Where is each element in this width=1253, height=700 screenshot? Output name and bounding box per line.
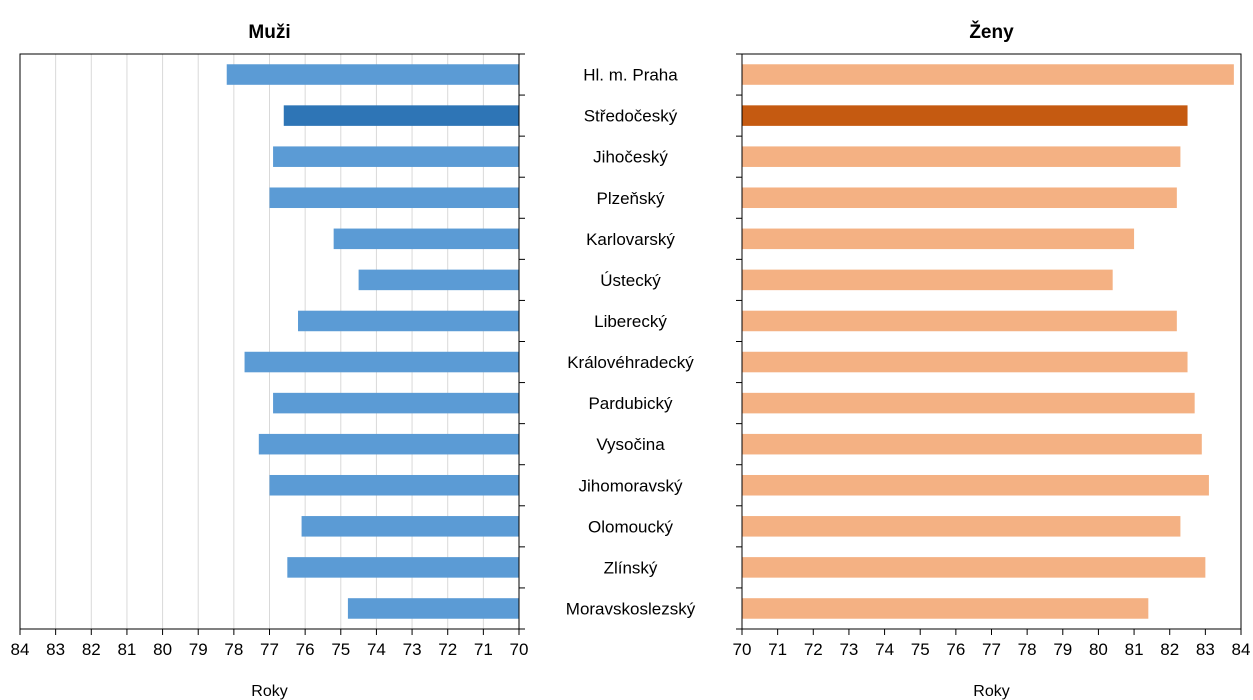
region-label: Zlínský [604,558,658,577]
women-x-tick-label: 71 [768,640,787,659]
men-bar [269,474,519,496]
women-panel: 70 71 72 73 74 75 76 77 78 79 80 81 82 83 84 Ženy Roky [733,21,1251,700]
region-label: Pardubický [588,394,673,413]
women-x-tick-label: 70 [733,640,752,659]
men-x-tick-label: 81 [117,640,136,659]
women-bar [742,105,1188,126]
women-x-tick-label: 75 [911,640,930,659]
men-bar [273,392,519,414]
women-chart-title: Ženy [969,21,1014,43]
men-chart-title: Muži [248,22,290,43]
region-label: Ústecký [600,271,661,290]
men-panel: 70 71 72 73 74 75 76 77 78 79 80 81 82 83 84 Muži Roky [11,22,529,700]
women-bar [742,310,1177,332]
women-x-axis-label: Roky [973,683,1009,700]
women-bar [742,228,1135,250]
men-x-tick-label: 84 [11,640,30,659]
region-label: Královéhradecký [567,353,694,372]
women-bar [742,516,1181,537]
men-x-tick-label: 71 [474,640,493,659]
women-x-tick-label: 83 [1196,640,1215,659]
women-x-tick-label: 77 [982,640,1001,659]
men-bar [273,146,519,167]
region-label: Karlovarský [586,230,675,249]
women-bar [742,269,1113,291]
men-bar [333,228,519,250]
men-x-tick-label: 74 [367,640,386,659]
men-x-tick-label: 75 [331,640,350,659]
men-bar [244,351,520,373]
region-label: Středočeský [584,107,678,126]
region-label: Vysočina [596,435,665,454]
men-bar [301,516,519,537]
women-x-tick-label: 79 [1053,640,1072,659]
men-x-tick-label: 73 [403,640,422,659]
women-x-tick-label: 84 [1232,640,1251,659]
region-label: Jihočeský [593,148,668,167]
women-bar [742,64,1234,85]
men-x-tick-label: 80 [153,640,172,659]
women-x-tick-label: 81 [1125,640,1144,659]
men-bar [298,310,519,332]
men-bar [358,269,519,291]
region-label: Olomoucký [588,517,674,536]
men-x-tick-label: 79 [189,640,208,659]
men-bar [287,557,519,578]
women-bar [742,474,1209,496]
women-bar [742,187,1177,209]
region-label: Plzeňský [596,189,665,208]
women-x-tick-label: 80 [1089,640,1108,659]
men-x-tick-label: 77 [260,640,279,659]
region-labels: Hl. m. Praha Středočeský Jihočeský Plzeňský… [566,66,696,619]
men-bar [347,598,519,619]
men-x-axis-label: Roky [251,683,287,700]
women-x-tick-label: 82 [1160,640,1179,659]
region-label: Liberecký [594,312,667,331]
men-x-tick-label: 82 [82,640,101,659]
women-x-tick-label: 78 [1018,640,1037,659]
women-bar [742,433,1202,455]
women-bar [742,598,1149,619]
women-bar [742,351,1188,373]
women-plot-frame [741,53,1242,630]
women-bar [742,392,1195,414]
men-x-tick-label: 72 [438,640,457,659]
region-label: Hl. m. Praha [583,66,678,85]
women-x-tick-label: 74 [875,640,894,659]
men-x-tick-label: 78 [224,640,243,659]
women-x-tick-label: 76 [946,640,965,659]
women-x-tick-label: 72 [804,640,823,659]
women-x-tick-label: 73 [839,640,858,659]
men-bar [258,433,519,455]
men-bar [283,105,519,126]
men-x-tick-label: 83 [46,640,65,659]
men-bar [269,187,519,209]
region-label: Moravskoslezský [566,599,696,618]
men-x-tick-label: 76 [296,640,315,659]
women-bar [742,146,1181,167]
men-bar [226,64,519,85]
region-label: Jihomoravský [579,476,683,495]
men-x-tick-label: 70 [510,640,529,659]
women-bar [742,557,1206,578]
